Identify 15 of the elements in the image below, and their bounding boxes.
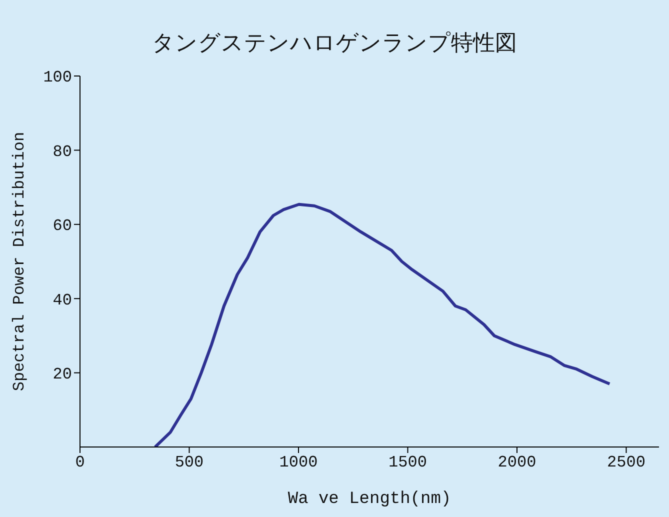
y-tick-label: 60 — [52, 217, 72, 236]
y-tick-label: 40 — [52, 291, 72, 310]
x-tick-label: 1500 — [388, 453, 427, 472]
x-tick-label: 2000 — [498, 453, 536, 472]
x-tick-label: 1000 — [279, 453, 318, 472]
x-tick-label: 0 — [75, 453, 85, 472]
y-tick-label: 80 — [52, 142, 72, 161]
line-series — [154, 202, 612, 447]
x-tick-label: 2500 — [607, 453, 646, 472]
y-axis-title: Spectral Power Distribution — [10, 132, 29, 392]
x-axis-title: Wa ve Length(nm) — [288, 490, 452, 509]
y-tick-label: 20 — [52, 365, 72, 384]
chart-title: タングステンハロゲンランプ特性図 — [151, 30, 518, 58]
x-tick-label: 500 — [174, 453, 204, 472]
y-tick-label: 100 — [43, 68, 72, 87]
